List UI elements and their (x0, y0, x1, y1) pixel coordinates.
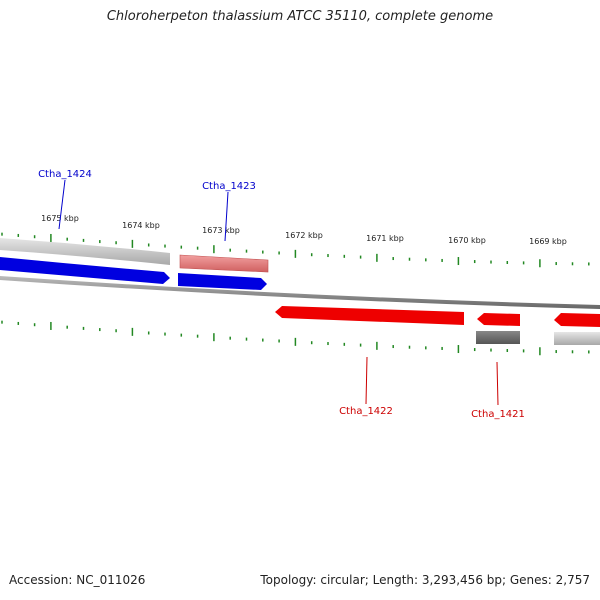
ruler-label-1669: 1669 kbp (529, 237, 567, 246)
cds-ctha-1423-highlight[interactable] (179, 254, 269, 273)
cds-ctha-1424-forward[interactable] (0, 257, 170, 284)
cds-ctha-1421-reverse[interactable] (477, 313, 520, 326)
ruler-ticks-bottom (1, 320, 590, 356)
ruler-label-1671: 1671 kbp (366, 234, 404, 243)
accession-label: Accession: (9, 573, 73, 587)
forward-gray-feature[interactable] (0, 238, 170, 265)
label-line-ctha-1421 (496, 361, 499, 406)
ruler-label-1672: 1672 kbp (285, 231, 323, 240)
accession-info: Accession: NC_011026 (9, 573, 145, 587)
genome-backbone (0, 276, 600, 309)
accession-value: NC_011026 (76, 573, 146, 587)
gene-label-ctha-1423[interactable]: Ctha_1423 (202, 181, 256, 192)
ruler-label-1673: 1673 kbp (202, 226, 240, 235)
label-line-ctha-1422 (365, 356, 368, 405)
topology-info: Topology: circular; Length: 3,293,456 bp… (260, 573, 590, 587)
ruler-label-1670: 1670 kbp (448, 236, 486, 245)
label-line-ctha-1424 (58, 179, 66, 230)
gene-label-ctha-1424[interactable]: Ctha_1424 (38, 169, 92, 180)
gene-label-ctha-1421[interactable]: Ctha_1421 (471, 409, 525, 420)
cds-ctha-1422-reverse[interactable] (275, 306, 464, 325)
reverse-dark-gray-feature[interactable] (476, 331, 520, 344)
cds-next-reverse[interactable] (554, 313, 600, 327)
label-line-ctha-1423 (224, 191, 229, 242)
gene-label-ctha-1422[interactable]: Ctha_1422 (339, 406, 393, 417)
cds-ctha-1423-forward[interactable] (178, 273, 267, 290)
reverse-gray-feature[interactable] (554, 332, 600, 345)
ruler-label-1674: 1674 kbp (122, 221, 160, 230)
ruler-ticks-top (1, 232, 590, 268)
genome-title: Chloroherpeton thalassium ATCC 35110, co… (106, 9, 494, 24)
